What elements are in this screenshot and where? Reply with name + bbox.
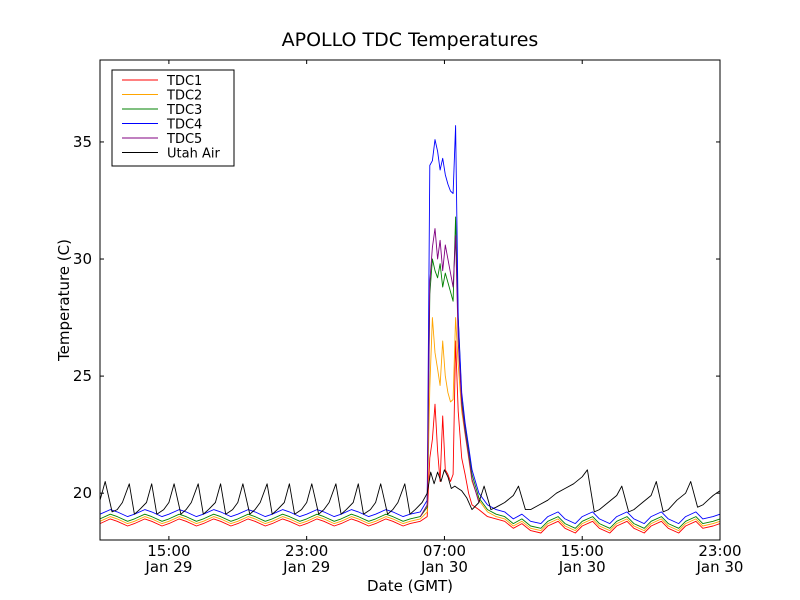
y-tick-label: 25 (73, 367, 92, 385)
x-tick-label-date: Jan 30 (558, 558, 606, 576)
legend-label-tdc5: TDC5 (166, 132, 202, 147)
legend-label-tdc3: TDC3 (166, 103, 202, 118)
legend-label-tdc2: TDC2 (166, 89, 202, 104)
series-line-tdc4 (99, 125, 721, 525)
series-line-tdc1 (99, 340, 721, 534)
y-tick-label: 30 (73, 250, 92, 268)
x-tick-label-date: Jan 29 (144, 558, 192, 576)
x-tick-label-date: Jan 30 (420, 558, 468, 576)
plot-frame (99, 59, 721, 541)
y-tick-label: 20 (73, 484, 92, 502)
series-line-tdc5 (419, 228, 480, 517)
legend-label-utah-air: Utah Air (167, 147, 220, 162)
x-tick-label-time: 15:00 (561, 542, 604, 560)
legend-label-tdc4: TDC4 (166, 118, 202, 133)
y-tick-label: 35 (73, 133, 92, 151)
y-axis-label: Temperature (C) (55, 239, 73, 362)
series-line-tdc3 (99, 216, 721, 529)
x-tick-label-time: 07:00 (423, 542, 466, 560)
x-tick-label-date: Jan 30 (696, 558, 744, 576)
legend-box (111, 69, 235, 167)
y-axis: 20 25 30 35 (73, 133, 720, 502)
x-tick-label-time: 15:00 (147, 542, 190, 560)
legend-label-tdc1: TDC1 (166, 74, 202, 89)
x-tick-label-date: Jan 29 (282, 558, 330, 576)
series-line-tdc2 (99, 317, 721, 532)
x-tick-label-time: 23:00 (698, 542, 741, 560)
x-axis-label: Date (GMT) (367, 577, 453, 595)
chart-title: APOLLO TDC Temperatures (282, 29, 539, 51)
series-layer (99, 125, 721, 534)
series-line-utah-air (99, 469, 721, 515)
x-tick-label-time: 23:00 (285, 542, 328, 560)
